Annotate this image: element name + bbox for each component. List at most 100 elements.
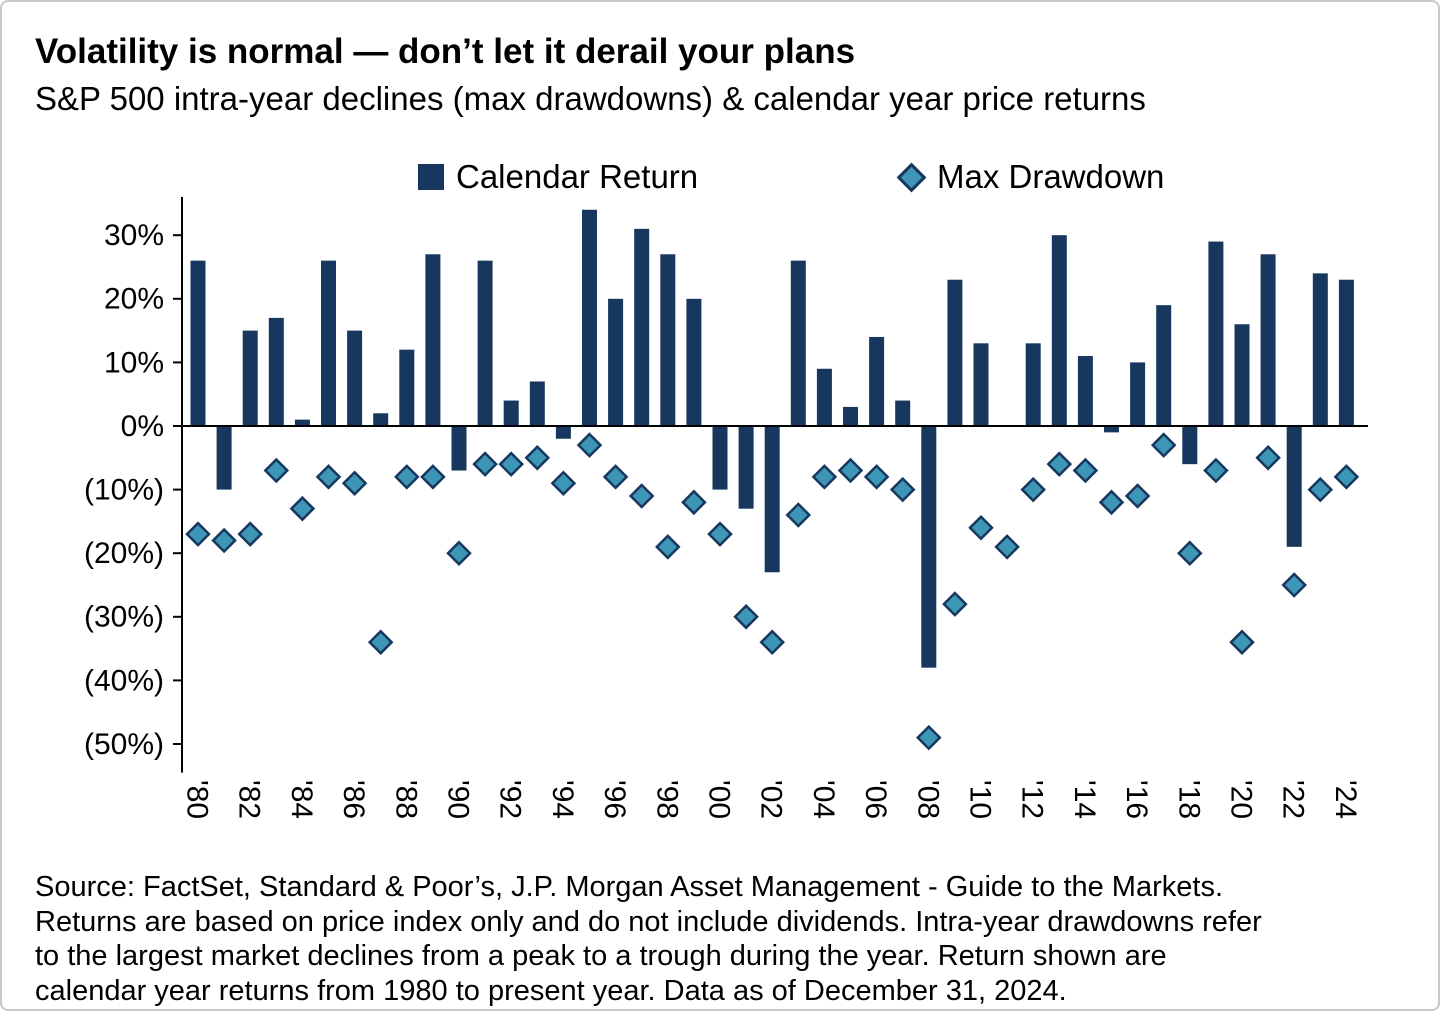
x-tick-label: '08: [911, 780, 944, 819]
max-drawdown-diamond: [1255, 445, 1281, 471]
calendar-return-bar: [843, 406, 858, 426]
max-drawdown-diamond: [1281, 572, 1307, 598]
max-drawdown-diamond: [185, 521, 211, 547]
calendar-return-bar: [816, 368, 832, 426]
calendar-return-bar: [686, 298, 702, 426]
calendar-return-bar: [1182, 426, 1198, 465]
max-drawdown-diamond: [1124, 483, 1151, 509]
legend-item-calendar-return: Calendar Return: [418, 154, 698, 200]
calendar-return-bar: [1312, 273, 1328, 426]
y-tick-label: (20%): [84, 537, 164, 570]
source-note: Source: FactSet, Standard & Poor’s, J.P.…: [35, 870, 1425, 1008]
calendar-return-bar: [764, 426, 780, 573]
max-drawdown-diamond: [550, 470, 577, 497]
max-drawdown-swatch-icon: [896, 162, 927, 192]
max-drawdown-diamond: [498, 451, 524, 477]
x-tick-label: '82: [233, 780, 266, 819]
calendar-return-bar: [660, 254, 676, 426]
max-drawdown-diamond: [1333, 464, 1360, 490]
chart-subtitle: S&P 500 intra-year declines (max drawdow…: [35, 80, 1146, 117]
max-drawdown-diamond: [602, 464, 629, 490]
calendar-return-bar: [529, 381, 545, 426]
max-drawdown-diamond: [681, 489, 707, 516]
calendar-return-bar: [190, 260, 206, 426]
max-drawdown-diamond: [1072, 457, 1099, 484]
calendar-return-bar: [869, 336, 885, 426]
calendar-return-bar: [321, 260, 336, 426]
max-drawdown-diamond: [837, 457, 864, 484]
max-drawdown-diamond: [237, 521, 263, 547]
calendar-return-bar: [503, 400, 519, 426]
max-drawdown-diamond: [1307, 476, 1334, 503]
calendar-return-bar: [790, 260, 806, 426]
max-drawdown-diamond: [628, 483, 655, 509]
title-block: Volatility is normal — don’t let it dera…: [35, 32, 1146, 118]
y-tick-label: 30%: [104, 219, 164, 252]
calendar-return-bar: [1208, 241, 1224, 426]
x-tick-label: '96: [598, 780, 631, 819]
max-drawdown-diamond: [472, 451, 498, 477]
max-drawdown-diamond: [785, 502, 812, 528]
x-tick-label: '14: [1068, 780, 1101, 819]
legend-label-calendar-return: Calendar Return: [456, 158, 699, 195]
x-tick-label: '86: [337, 780, 370, 819]
calendar-return-bar: [738, 426, 754, 509]
max-drawdown-diamond: [1098, 489, 1125, 516]
max-drawdown-diamond: [341, 470, 368, 497]
max-drawdown-diamond: [707, 521, 733, 547]
max-drawdown-diamond: [1150, 432, 1177, 458]
y-tick-label: 20%: [104, 283, 164, 316]
max-drawdown-diamond: [576, 432, 603, 458]
max-drawdown-diamond: [1046, 451, 1073, 477]
max-drawdown-diamond: [367, 629, 394, 656]
calendar-return-bar: [555, 426, 571, 439]
max-drawdown-diamond: [315, 464, 342, 490]
calendar-return-bar: [1051, 235, 1067, 426]
max-drawdown-diamond: [733, 604, 759, 630]
max-drawdown-diamond: [211, 527, 237, 554]
calendar-return-bar: [1104, 426, 1119, 433]
max-drawdown-diamond: [1229, 629, 1255, 656]
y-tick-label: (50%): [84, 728, 164, 761]
calendar-return-bar: [1077, 356, 1093, 426]
max-drawdown-diamond: [942, 591, 968, 617]
source-line: calendar year returns from 1980 to prese…: [35, 974, 1067, 1007]
x-tick-label: '92: [494, 780, 527, 819]
calendar-return-bar: [477, 260, 493, 426]
max-drawdown-diamond: [863, 464, 890, 490]
x-tick-label: '10: [964, 780, 997, 819]
max-drawdown-diamond: [446, 540, 472, 566]
y-tick-label: (30%): [84, 601, 164, 634]
calendar-return-bar: [242, 330, 258, 426]
source-line: Source: FactSet, Standard & Poor’s, J.P.…: [35, 871, 1223, 903]
calendar-return-bar: [216, 426, 232, 490]
x-tick-label: '16: [1120, 780, 1153, 819]
calendar-return-bar: [451, 426, 467, 471]
calendar-return-bar: [608, 298, 624, 426]
x-tick-label: '84: [285, 780, 318, 819]
x-tick-label: '02: [755, 780, 788, 819]
source-line: Returns are based on price index only an…: [35, 905, 1262, 938]
max-drawdown-diamond: [263, 457, 290, 484]
calendar-return-bar: [947, 279, 963, 426]
y-tick-label: (10%): [84, 474, 164, 507]
max-drawdown-diamond: [1203, 457, 1229, 484]
calendar-return-bar: [1286, 426, 1302, 547]
x-tick-label: '80: [181, 780, 214, 819]
calendar-return-bar: [1130, 362, 1146, 426]
max-drawdown-diamond: [994, 534, 1020, 560]
chart-legend: Calendar Return Max Drawdown: [2, 154, 1438, 200]
x-tick-label: '00: [703, 780, 736, 819]
calendar-return-bar: [1260, 254, 1276, 426]
x-tick-label: '20: [1225, 780, 1258, 819]
max-drawdown-diamond: [1020, 476, 1046, 503]
legend-label-max-drawdown: Max Drawdown: [937, 158, 1165, 195]
calendar-return-bar: [1338, 279, 1354, 426]
calendar-return-bar: [1025, 343, 1041, 426]
calendar-return-bar: [1156, 305, 1172, 426]
chart-title: Volatility is normal — don’t let it dera…: [35, 32, 856, 71]
calendar-return-bar: [268, 317, 284, 426]
max-drawdown-diamond: [968, 514, 994, 541]
calendar-return-bar: [582, 209, 597, 426]
calendar-return-bar: [895, 400, 911, 426]
